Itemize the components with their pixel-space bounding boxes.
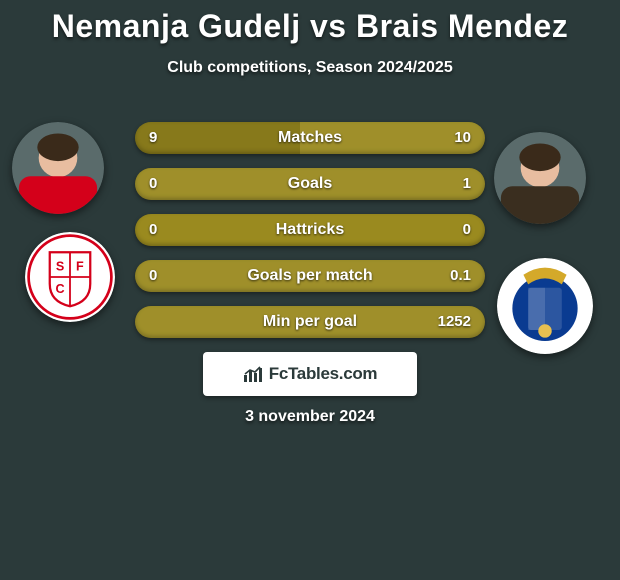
brand-text: FcTables.com <box>269 364 378 384</box>
player-right-avatar <box>494 132 586 224</box>
svg-text:C: C <box>56 282 65 296</box>
stat-value-right: 0 <box>463 214 471 246</box>
stat-pill: 9Matches10 <box>135 122 485 154</box>
stats-container: 9Matches100Goals10Hattricks00Goals per m… <box>135 122 485 352</box>
club-right-badge <box>497 258 593 354</box>
stat-value-right: 1 <box>463 168 471 200</box>
stat-label: Goals <box>135 168 485 200</box>
stat-pill: 0Hattricks0 <box>135 214 485 246</box>
brand-box: FcTables.com <box>203 352 417 396</box>
stat-pill: 0Goals per match0.1 <box>135 260 485 292</box>
stat-label: Matches <box>135 122 485 154</box>
stat-pill: Min per goal1252 <box>135 306 485 338</box>
date-line: 3 november 2024 <box>0 408 620 426</box>
stat-value-right: 10 <box>454 122 471 154</box>
club-left-badge: S F C <box>25 232 115 322</box>
svg-text:S: S <box>56 259 64 273</box>
stat-value-right: 0.1 <box>450 260 471 292</box>
stat-label: Min per goal <box>135 306 485 338</box>
subtitle: Club competitions, Season 2024/2025 <box>0 59 620 77</box>
stat-label: Hattricks <box>135 214 485 246</box>
stat-pill: 0Goals1 <box>135 168 485 200</box>
player-left-avatar <box>12 122 104 214</box>
svg-text:F: F <box>76 259 84 273</box>
brand-chart-icon <box>243 365 265 383</box>
stat-label: Goals per match <box>135 260 485 292</box>
page-title: Nemanja Gudelj vs Brais Mendez <box>0 0 620 45</box>
stat-value-right: 1252 <box>438 306 471 338</box>
